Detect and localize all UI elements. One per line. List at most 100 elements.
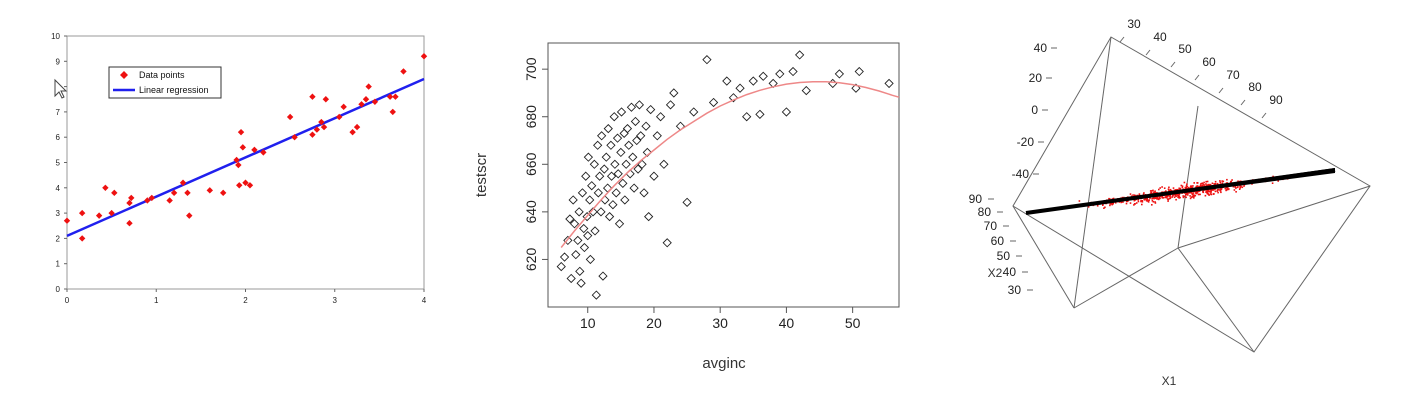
- data-point: [628, 152, 638, 162]
- data-point: [1150, 191, 1153, 194]
- data-point: [1178, 193, 1181, 196]
- data-point: [1183, 181, 1186, 184]
- data-point: [1138, 193, 1141, 195]
- data-point: [1125, 202, 1128, 205]
- data-point: [606, 171, 617, 181]
- y-axis-title: X2: [988, 266, 1003, 280]
- data-point: [1152, 197, 1154, 200]
- data-point: [1122, 201, 1124, 203]
- data-point: [1222, 180, 1225, 183]
- data-point: [1182, 196, 1185, 199]
- data-point: [144, 197, 151, 204]
- data-point: [1179, 187, 1182, 190]
- data-point: [1214, 180, 1217, 183]
- x-tick-label: 70: [1226, 68, 1240, 82]
- data-point: [610, 159, 620, 169]
- data-point: [1191, 195, 1194, 198]
- data-point: [708, 97, 719, 108]
- data-point: [1137, 199, 1139, 201]
- data-point: [392, 93, 399, 100]
- data-point: [1181, 186, 1184, 189]
- data-point: [1239, 185, 1241, 187]
- data-point: [318, 118, 325, 126]
- data-point: [1102, 204, 1104, 206]
- data-point: [128, 194, 135, 202]
- y-tick-label: 680: [523, 105, 539, 129]
- data-point: [1209, 190, 1212, 193]
- data-point: [669, 88, 679, 98]
- data-point: [1129, 202, 1132, 204]
- data-point: [593, 140, 603, 150]
- data-point: [1146, 199, 1149, 202]
- data-point: [1277, 180, 1279, 182]
- data-point: [1140, 199, 1142, 202]
- data-point: [1207, 190, 1209, 193]
- data-point: [1200, 182, 1202, 185]
- data-point: [601, 152, 611, 162]
- legend-box: [108, 66, 222, 99]
- y-tick-label: 50: [997, 249, 1011, 263]
- data-point: [569, 219, 580, 229]
- data-point: [251, 146, 258, 154]
- axes: 01234567891001234: [51, 32, 427, 305]
- data-point: [1166, 196, 1169, 198]
- data-point: [593, 188, 603, 198]
- data-point: [589, 159, 599, 169]
- data-point: [237, 128, 245, 136]
- data-point: [236, 182, 243, 189]
- data-point: [291, 134, 298, 141]
- data-point: [1219, 180, 1221, 182]
- data-point: [1126, 200, 1129, 203]
- data-point: [1137, 200, 1140, 203]
- data-point: [1193, 194, 1195, 196]
- data-point: [1205, 184, 1208, 187]
- data-point: [1145, 198, 1147, 200]
- data-point: [582, 211, 592, 222]
- chart-linear-regression: 01234567891001234 Data points Linear reg…: [51, 32, 428, 305]
- data-point: [775, 69, 785, 79]
- data-point: [1158, 188, 1160, 191]
- data-point: [1202, 190, 1204, 193]
- data-point: [1151, 198, 1153, 200]
- data-point: [1208, 190, 1211, 193]
- x-tick-label: 1: [154, 296, 159, 305]
- data-point: [599, 164, 609, 174]
- data-point: [1104, 206, 1106, 209]
- data-point: [1185, 184, 1188, 187]
- data-point: [1186, 183, 1188, 185]
- data-point: [1226, 187, 1229, 190]
- data-point: [1174, 189, 1177, 191]
- data-point: [633, 164, 643, 174]
- data-points-group: [63, 53, 428, 242]
- data-point: [609, 112, 619, 122]
- z-tick-label: -20: [1017, 135, 1035, 149]
- data-point: [1203, 181, 1205, 184]
- data-point: [1184, 187, 1187, 189]
- data-point: [186, 212, 193, 219]
- y-tick-label: 620: [523, 248, 539, 272]
- x-tick-label: 2: [243, 296, 248, 305]
- regression-line: [66, 77, 425, 238]
- x-tick-mark: [1170, 61, 1176, 68]
- legend-label-data-points: Data points: [139, 70, 185, 80]
- data-point: [1152, 201, 1155, 203]
- data-point: [1191, 193, 1194, 196]
- data-point: [78, 209, 86, 217]
- data-point: [854, 66, 864, 77]
- data-point: [632, 135, 642, 146]
- data-point: [630, 116, 641, 127]
- data-point: [386, 93, 394, 100]
- data-point: [420, 53, 428, 60]
- data-point: [1204, 194, 1207, 197]
- data-point: [1141, 201, 1144, 203]
- data-point: [1226, 186, 1229, 189]
- y-tick-label: 6: [56, 133, 61, 142]
- data-point: [1143, 192, 1145, 194]
- data-point: [126, 199, 133, 207]
- data-point: [1239, 187, 1241, 189]
- data-point: [1162, 197, 1165, 199]
- data-point: [1168, 195, 1171, 197]
- data-point: [608, 200, 618, 210]
- y-axis-title: testscr: [473, 153, 490, 197]
